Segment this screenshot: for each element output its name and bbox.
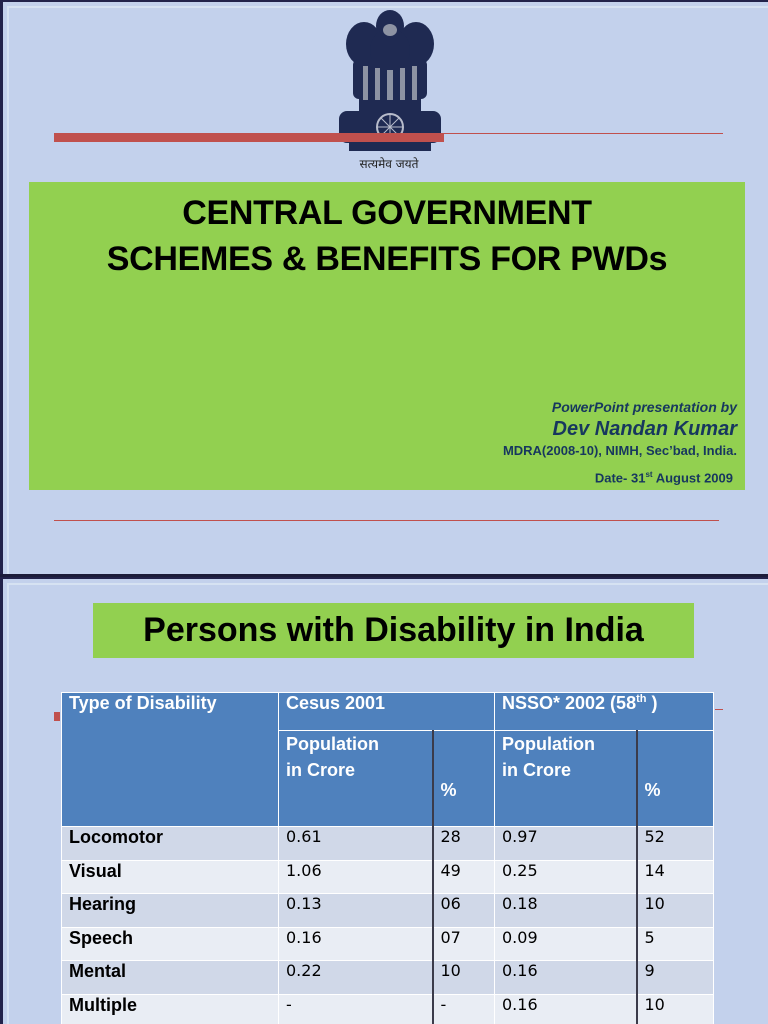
cell-census-pop: - xyxy=(278,993,433,1024)
cell-census-pct: 28 xyxy=(431,826,495,861)
table-row: Multiple - - 0.16 10 xyxy=(61,993,714,1024)
cell-census-pop: 0.22 xyxy=(278,960,433,995)
cell-nsso-pct: 10 xyxy=(635,993,714,1024)
cell-type: Hearing xyxy=(61,893,279,928)
slide-title: Persons with Disability in India xyxy=(93,603,694,658)
author-name: Dev Nandan Kumar xyxy=(552,418,738,440)
cell-type: Multiple xyxy=(61,993,279,1024)
table-row: Locomotor 0.61 28 0.97 52 xyxy=(61,826,714,861)
date-prefix: Date- 31 xyxy=(594,470,646,486)
cell-nsso-pct: 9 xyxy=(635,960,714,995)
disability-table: Type of Disability Cesus 2001 NSSO* 2002… xyxy=(61,692,714,1024)
table-row: Speech 0.16 07 0.09 5 xyxy=(61,926,714,961)
cell-nsso-pct: 10 xyxy=(635,893,714,928)
header-census-pop: Population in Crore xyxy=(278,730,433,827)
header-text: Population xyxy=(286,734,379,754)
cell-nsso-pop: 0.16 xyxy=(494,993,637,1024)
presentation-date: Date- 31st August 2009 xyxy=(595,470,733,485)
cell-census-pct: 49 xyxy=(431,859,495,894)
cell-census-pct: 06 xyxy=(431,893,495,928)
date-suffix: August 2009 xyxy=(652,470,733,486)
cell-census-pop: 1.06 xyxy=(278,859,433,894)
cell-type: Mental xyxy=(61,960,279,995)
table-row: Hearing 0.13 06 0.18 10 xyxy=(61,893,714,928)
cell-nsso-pop: 0.16 xyxy=(494,960,637,995)
header-text: Population xyxy=(502,734,595,754)
header-nsso-pop: Population in Crore xyxy=(494,730,637,827)
accent-bar xyxy=(54,133,444,142)
table-row: Visual 1.06 49 0.25 14 xyxy=(61,859,714,894)
title-line-2: SCHEMES & BENEFITS FOR PWDs xyxy=(106,240,668,278)
bullet-icon xyxy=(54,712,60,721)
cell-census-pct: - xyxy=(431,993,495,1024)
nsso-prefix: NSSO* 2002 (58 xyxy=(502,693,637,713)
header-type: Type of Disability xyxy=(61,692,279,827)
cell-type: Visual xyxy=(61,859,279,894)
divider-line xyxy=(54,520,719,521)
cell-census-pop: 0.13 xyxy=(278,893,433,928)
accent-line xyxy=(715,709,723,710)
cell-type: Locomotor xyxy=(61,826,279,861)
author-affiliation: MDRA(2008-10), NIMH, Sec’bad, India. xyxy=(502,443,737,458)
cell-census-pop: 0.16 xyxy=(278,926,433,961)
emblem-motto: सत्यमेव जयते xyxy=(359,157,419,171)
header-text: in Crore xyxy=(502,760,572,780)
nsso-sup: th xyxy=(636,693,647,705)
cell-type: Speech xyxy=(61,926,279,961)
cell-nsso-pop: 0.97 xyxy=(494,826,637,861)
header-text: in Crore xyxy=(286,760,356,780)
title-slide: सत्यमेव जयते CENTRAL GOVERNMENT SCHEMES … xyxy=(0,0,768,574)
cell-nsso-pct: 5 xyxy=(635,926,714,961)
ashoka-emblem-icon xyxy=(339,10,441,151)
title-line-1: CENTRAL GOVERNMENT xyxy=(182,194,592,232)
cell-nsso-pop: 0.25 xyxy=(494,859,637,894)
cell-census-pct: 07 xyxy=(431,926,495,961)
cell-nsso-pop: 0.18 xyxy=(494,893,637,928)
date-sup: st xyxy=(645,470,653,479)
header-census: Cesus 2001 xyxy=(278,692,495,731)
nsso-suffix: ) xyxy=(646,693,658,713)
cell-nsso-pct: 52 xyxy=(635,826,714,861)
cell-census-pop: 0.61 xyxy=(278,826,433,861)
cell-nsso-pop: 0.09 xyxy=(494,926,637,961)
cell-census-pct: 10 xyxy=(431,960,495,995)
title-box: CENTRAL GOVERNMENT SCHEMES & BENEFITS FO… xyxy=(29,182,745,490)
disability-stats-slide: Persons with Disability in India Type of… xyxy=(0,577,768,1024)
table-row: Mental 0.22 10 0.16 9 xyxy=(61,960,714,995)
header-nsso-pct: % xyxy=(635,730,714,827)
byline-intro: PowerPoint presentation by xyxy=(551,399,737,415)
cell-nsso-pct: 14 xyxy=(635,859,714,894)
accent-line xyxy=(443,133,723,134)
header-census-pct: % xyxy=(431,730,495,827)
header-nsso: NSSO* 2002 (58th ) xyxy=(494,692,714,731)
